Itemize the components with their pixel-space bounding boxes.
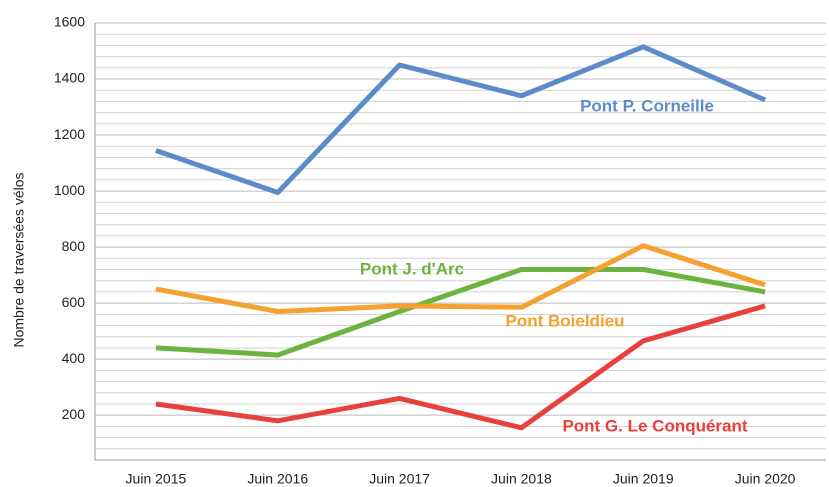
- y-tick-label: 800: [62, 238, 86, 254]
- x-tick-label: Juin 2019: [613, 471, 674, 487]
- y-tick-label: 400: [62, 350, 86, 366]
- x-tick-label: Juin 2020: [735, 471, 796, 487]
- y-tick-label: 1600: [54, 14, 85, 30]
- series-line: [155, 44, 767, 195]
- x-tick-label: Juin 2016: [247, 471, 308, 487]
- y-tick-label: 600: [62, 294, 86, 310]
- y-tick-label: 1000: [54, 182, 85, 198]
- y-tick-label: 1200: [54, 126, 85, 142]
- y-tick-label: 1400: [54, 70, 85, 86]
- x-tick-label: Juin 2018: [491, 471, 552, 487]
- series-label: Pont G. Le Conquérant: [562, 416, 747, 435]
- y-tick-label: 200: [62, 406, 86, 422]
- series-label: Pont P. Corneille: [580, 96, 714, 115]
- series-label: Pont Boieldieu: [506, 311, 625, 330]
- series-line: [155, 303, 766, 431]
- series-label: Pont J. d'Arc: [360, 259, 464, 278]
- x-tick-label: Juin 2017: [369, 471, 430, 487]
- x-tick-label: Juin 2015: [126, 471, 187, 487]
- y-axis-label: Nombre de traversées vélos: [11, 172, 27, 347]
- series-line: [155, 267, 766, 358]
- series-line: [155, 243, 766, 314]
